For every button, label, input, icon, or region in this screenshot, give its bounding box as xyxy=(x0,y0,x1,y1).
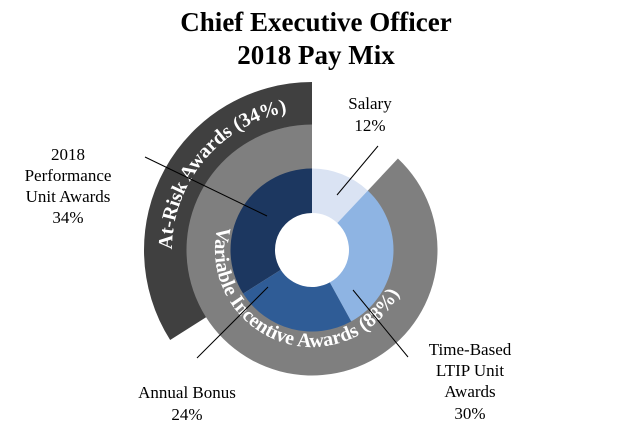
label-performance: 2018 Performance Unit Awards 34% xyxy=(25,145,112,227)
label-performance-value: 34% xyxy=(52,208,83,227)
label-time-based-line-3: Awards xyxy=(444,382,495,401)
leader-line-annual-bonus xyxy=(196,286,269,359)
label-annual-bonus-name: Annual Bonus xyxy=(138,383,236,402)
leader-line-salary xyxy=(336,145,379,196)
inner-slice-annual-bonus xyxy=(243,269,352,332)
inner-slice-salary xyxy=(312,168,368,224)
label-performance-line-2: Performance xyxy=(25,166,112,185)
label-performance-line-1: 2018 xyxy=(51,145,85,164)
outer-ring-at-risk xyxy=(144,82,312,341)
leader-line-time-based xyxy=(352,289,409,358)
label-salary-name: Salary xyxy=(348,94,392,113)
chart-title-line-1: Chief Executive Officer xyxy=(180,7,451,37)
label-salary-value: 12% xyxy=(354,116,385,135)
label-performance-line-3: Unit Awards xyxy=(26,187,111,206)
label-time-based-line-1: Time-Based xyxy=(429,340,512,359)
label-time-based-value: 30% xyxy=(454,404,485,423)
label-annual-bonus: Annual Bonus 24% xyxy=(138,383,236,424)
label-salary: Salary 12% xyxy=(348,94,392,135)
inner-slice-time-based-ltip-unit-awards xyxy=(329,190,394,322)
label-time-based-line-2: LTIP Unit xyxy=(436,361,504,380)
chart-title-line-2: 2018 Pay Mix xyxy=(237,40,395,70)
label-time-based: Time-Based LTIP Unit Awards 30% xyxy=(429,340,512,423)
donut-rings xyxy=(144,82,438,376)
label-annual-bonus-value: 24% xyxy=(171,405,202,424)
leader-line-performance xyxy=(144,156,268,217)
middle-ring-variable-incentive xyxy=(186,124,438,376)
inner-slice-2018-performance-unit-awards xyxy=(230,168,312,294)
